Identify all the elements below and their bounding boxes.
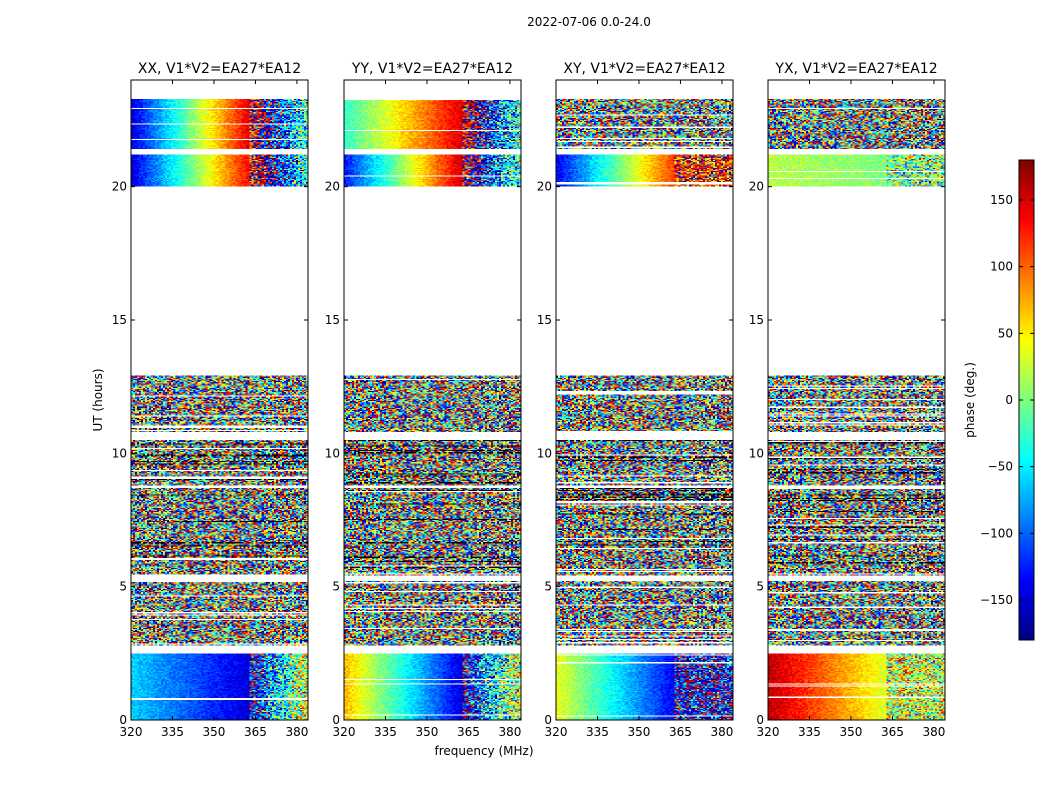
x-tick-label: 365 [669, 725, 692, 739]
x-tick-label: 335 [161, 725, 184, 739]
panel-title: YX, V1*V2=EA27*EA12 [774, 61, 937, 77]
x-tick-label: 380 [285, 725, 308, 739]
panel-3: XY, V1*V2=EA27*EA12 320 335 350 365 380 0 5 10 15… [537, 61, 734, 739]
x-tick-label: 335 [374, 725, 397, 739]
y-tick-label: 0 [544, 713, 552, 727]
panel-2: YY, V1*V2=EA27*EA12 320 335 350 365 380 0 5 10 15… [325, 61, 522, 739]
colorbar-tick-label: −50 [988, 460, 1013, 474]
y-tick-label: 5 [544, 580, 552, 594]
panels-group: XX, V1*V2=EA27*EA12 320 335 350 365 380 0 5 10 15… [112, 61, 946, 739]
x-tick-label: 320 [757, 725, 780, 739]
x-axis-label: frequency (MHz) [434, 744, 533, 758]
y-tick-label: 20 [112, 180, 127, 194]
x-tick-label: 365 [457, 725, 480, 739]
colorbar-tick-label: 150 [990, 193, 1013, 207]
x-tick-label: 380 [922, 725, 945, 739]
colorbar-tick-label: −150 [980, 593, 1013, 607]
colorbar-tick-label: −100 [980, 526, 1013, 540]
panel-title: XX, V1*V2=EA27*EA12 [138, 61, 301, 77]
y-tick-label: 15 [537, 313, 552, 327]
panel-frame [130, 79, 309, 721]
phase-heatmap [768, 80, 945, 720]
panel-title: YY, V1*V2=EA27*EA12 [351, 61, 513, 77]
phase-heatmap [131, 80, 308, 720]
y-tick-label: 0 [756, 713, 764, 727]
y-tick-label: 10 [537, 446, 552, 460]
colorbar-tick-label: 100 [990, 260, 1013, 274]
y-tick-label: 5 [332, 580, 340, 594]
phase-heatmap [344, 80, 521, 720]
x-tick-label: 320 [333, 725, 356, 739]
x-tick-label: 350 [840, 725, 863, 739]
panel-4: YX, V1*V2=EA27*EA12 320 335 350 365 380 0 5 10 15… [749, 61, 946, 739]
y-tick-label: 5 [756, 580, 764, 594]
x-tick-label: 335 [798, 725, 821, 739]
y-tick-label: 10 [325, 446, 340, 460]
panel-title: XY, V1*V2=EA27*EA12 [563, 61, 725, 77]
x-tick-label: 350 [203, 725, 226, 739]
figure-title: 2022-07-06 0.0-24.0 [527, 15, 651, 29]
x-tick-label: 350 [416, 725, 439, 739]
panel-1: XX, V1*V2=EA27*EA12 320 335 350 365 380 0 5 10 15… [112, 61, 309, 739]
y-tick-label: 15 [112, 313, 127, 327]
x-tick-label: 365 [244, 725, 267, 739]
panel-frame [767, 79, 946, 721]
y-tick-label: 10 [749, 446, 764, 460]
x-tick-label: 380 [710, 725, 733, 739]
colorbar-tick-label: 50 [998, 326, 1013, 340]
panel-frame [343, 79, 522, 721]
x-tick-label: 380 [498, 725, 521, 739]
colorbar-label: phase (deg.) [963, 362, 977, 438]
y-tick-label: 20 [325, 180, 340, 194]
y-tick-label: 20 [749, 180, 764, 194]
y-tick-label: 0 [332, 713, 340, 727]
y-tick-label: 15 [325, 313, 340, 327]
panel-frame [555, 79, 734, 721]
x-tick-label: 350 [628, 725, 651, 739]
colorbar: 150 100 50 0 −50 −100 −150 [980, 159, 1035, 641]
x-tick-label: 365 [881, 725, 904, 739]
x-tick-label: 320 [120, 725, 143, 739]
x-tick-label: 335 [586, 725, 609, 739]
y-tick-label: 15 [749, 313, 764, 327]
y-tick-label: 10 [112, 446, 127, 460]
y-tick-label: 20 [537, 180, 552, 194]
x-tick-label: 320 [545, 725, 568, 739]
phase-heatmap [556, 80, 733, 720]
y-tick-label: 0 [119, 713, 127, 727]
y-tick-label: 5 [119, 580, 127, 594]
y-axis-label: UT (hours) [91, 368, 105, 431]
colorbar-tick-label: 0 [1005, 393, 1013, 407]
